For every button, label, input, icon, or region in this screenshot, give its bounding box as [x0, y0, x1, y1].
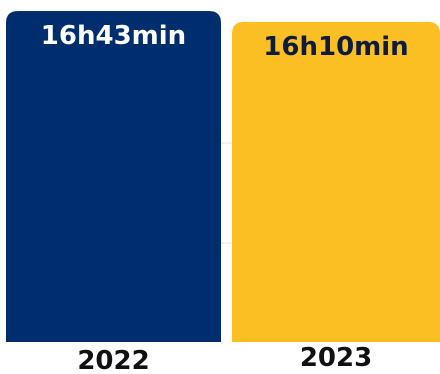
category-label-2023: 2023 — [300, 343, 372, 373]
value-label-2023: 16h10min — [263, 32, 408, 62]
gridlines — [221, 142, 232, 244]
bars — [6, 11, 440, 343]
bar-2023 — [232, 21, 440, 343]
value-label-2022: 16h43min — [41, 21, 186, 51]
category-label-2022: 2022 — [77, 346, 149, 374]
bar-2022 — [6, 11, 221, 342]
category-labels: 2022 2023 — [77, 343, 372, 374]
value-labels: 16h43min 16h10min — [41, 21, 409, 62]
